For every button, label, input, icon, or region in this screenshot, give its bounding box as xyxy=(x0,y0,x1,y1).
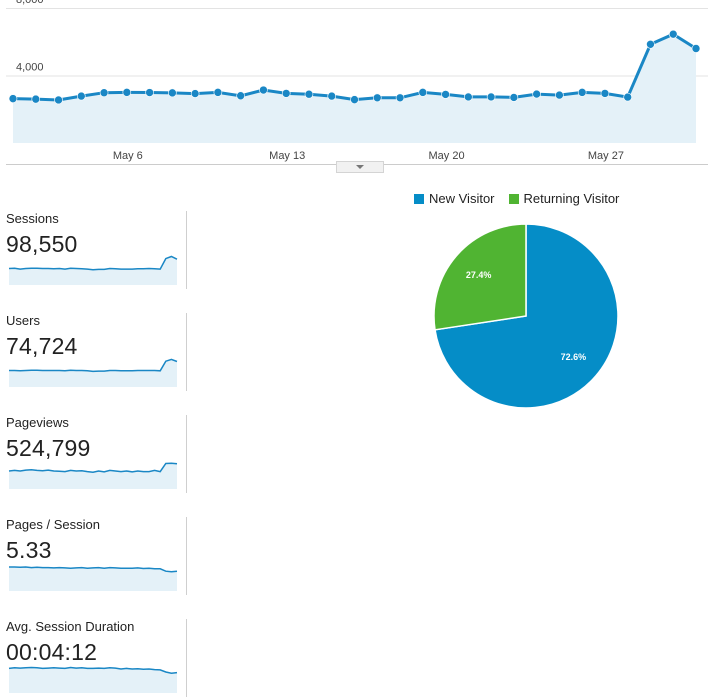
x-tick-label: May 20 xyxy=(429,150,465,162)
data-point[interactable] xyxy=(464,92,473,102)
series-area xyxy=(13,34,696,144)
metric-value: 74,724 xyxy=(6,333,78,359)
pie-label-returning-visitor: 27.4% xyxy=(466,270,492,280)
y-tick-label: 8,000 xyxy=(16,0,44,6)
metric-pages-session[interactable]: Pages / Session 5.33 xyxy=(6,517,187,595)
pie-slice-returning-visitor[interactable] xyxy=(433,223,527,331)
data-point[interactable] xyxy=(54,95,63,105)
sparkline-line xyxy=(9,566,178,573)
metric-sparkline xyxy=(9,566,178,591)
sparkline-line xyxy=(8,255,178,271)
data-point[interactable] xyxy=(600,89,610,98)
legend-label-new-visitor: New Visitor xyxy=(429,191,495,206)
metric-sparkline xyxy=(8,666,178,693)
data-point[interactable] xyxy=(122,88,132,97)
metric-value: 524,799 xyxy=(6,435,91,461)
data-point[interactable] xyxy=(646,39,655,49)
chart-collapse-handle[interactable] xyxy=(336,161,384,173)
data-point[interactable] xyxy=(532,89,541,99)
legend-swatch-returning-visitor xyxy=(508,193,519,204)
x-tick-label: May 6 xyxy=(113,150,143,162)
data-point[interactable] xyxy=(555,90,564,100)
metric-label: Avg. Session Duration xyxy=(6,619,135,634)
legend-item-new-visitor[interactable]: New Visitor xyxy=(414,191,495,206)
data-point[interactable] xyxy=(236,91,245,101)
metric-avg-session-duration[interactable]: Avg. Session Duration 00:04:12 xyxy=(6,619,187,697)
metric-users[interactable]: Users 74,724 xyxy=(6,313,187,391)
data-point[interactable] xyxy=(8,94,18,103)
sparkline-area xyxy=(9,256,177,285)
x-tick-label: May 27 xyxy=(588,150,624,162)
metric-sparkline xyxy=(8,255,178,285)
data-point[interactable] xyxy=(281,89,291,98)
sparkline-area xyxy=(9,567,177,591)
sessions-line-chart: 8,000 4,000 May 6 May 13 May 20 May 27 xyxy=(6,0,708,165)
metric-pageviews[interactable]: Pageviews 524,799 xyxy=(6,415,187,493)
data-point[interactable] xyxy=(304,89,314,99)
sparkline-line xyxy=(8,666,178,674)
data-point[interactable] xyxy=(691,44,701,53)
data-point[interactable] xyxy=(31,94,41,104)
sparkline-area xyxy=(9,463,177,489)
sparkline-line xyxy=(9,358,178,373)
y-axis-labels: 8,000 4,000 xyxy=(16,0,44,74)
metric-value: 98,550 xyxy=(6,231,78,257)
x-axis-labels: May 6 May 13 May 20 May 27 xyxy=(113,150,624,162)
visitor-type-pie-chart: 72.6% 27.4% xyxy=(433,223,619,409)
data-point[interactable] xyxy=(509,93,519,102)
metric-label: Pageviews xyxy=(6,415,69,430)
legend-swatch-new-visitor xyxy=(414,193,424,204)
y-tick-label: 4,000 xyxy=(16,62,44,74)
legend-label-returning-visitor: Returning Visitor xyxy=(523,191,620,206)
data-point[interactable] xyxy=(259,85,268,95)
pie-label-new-visitor: 72.6% xyxy=(561,352,587,362)
metric-sparkline xyxy=(9,358,178,387)
metric-label: Users xyxy=(6,313,40,328)
metric-sparkline xyxy=(8,462,178,489)
metric-sessions[interactable]: Sessions 98,550 xyxy=(6,211,187,289)
data-point[interactable] xyxy=(350,95,359,104)
legend-item-returning-visitor[interactable]: Returning Visitor xyxy=(508,191,620,206)
data-point[interactable] xyxy=(145,88,154,97)
data-point[interactable] xyxy=(168,88,177,98)
data-point[interactable] xyxy=(395,93,405,103)
data-point[interactable] xyxy=(327,91,337,101)
data-point[interactable] xyxy=(99,88,109,98)
sparkline-area xyxy=(9,359,177,387)
metric-label: Pages / Session xyxy=(6,517,100,532)
data-point[interactable] xyxy=(418,88,428,97)
sparkline-area xyxy=(9,667,177,693)
metric-value: 5.33 xyxy=(6,537,52,563)
series-line xyxy=(12,32,697,102)
data-point[interactable] xyxy=(372,93,382,103)
data-point[interactable] xyxy=(577,88,587,97)
chevron-down-icon xyxy=(356,165,364,169)
pie-legend: New Visitor Returning Visitor xyxy=(414,191,619,206)
data-point[interactable] xyxy=(486,92,496,102)
data-point[interactable] xyxy=(623,92,633,102)
x-tick-label: May 13 xyxy=(269,150,305,162)
metric-label: Sessions xyxy=(6,211,59,226)
data-point[interactable] xyxy=(668,29,678,39)
data-point[interactable] xyxy=(77,91,86,101)
data-point[interactable] xyxy=(441,90,450,99)
data-point[interactable] xyxy=(190,89,200,98)
data-point[interactable] xyxy=(213,88,223,97)
metric-value: 00:04:12 xyxy=(6,639,98,665)
series-points xyxy=(8,29,701,105)
sparkline-line xyxy=(8,462,178,473)
